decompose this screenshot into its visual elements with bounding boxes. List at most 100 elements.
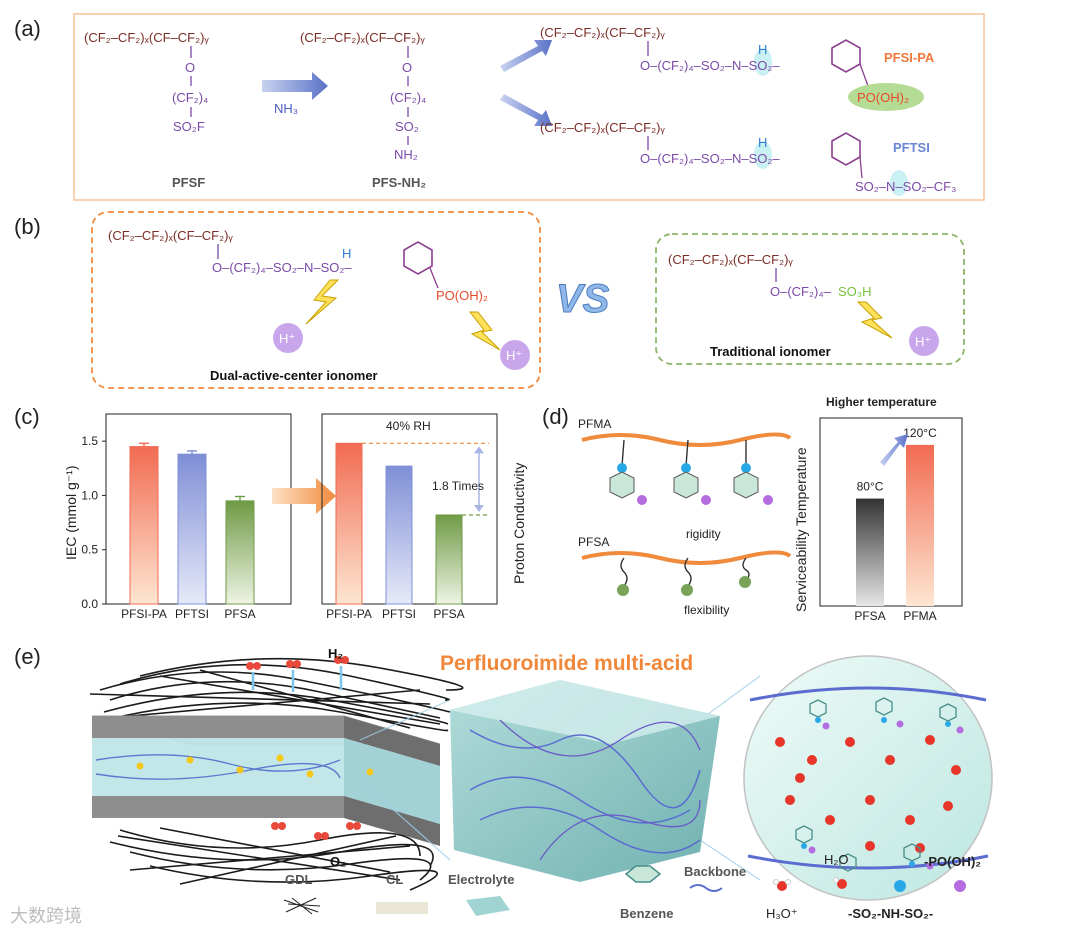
pfsipa-sidechain: O–(CF₂)₄–SO₂–N–SO₂– bbox=[640, 58, 780, 73]
pfsipa-backbone: (CF₂–CF₂)ₓ(CF–CF₂)ᵧ bbox=[540, 25, 665, 40]
dual-pa: PO(OH)₂ bbox=[436, 288, 488, 303]
panel-c-label: (c) bbox=[14, 404, 40, 429]
o2-inlet bbox=[271, 822, 361, 840]
temperature-chart: 80°C PFSA 120°C PFMA bbox=[819, 417, 963, 623]
pfma-chain-diagram: PFMA rigidity bbox=[578, 417, 792, 541]
times-annotation: 1.8 Times bbox=[432, 479, 484, 493]
flexibility-label: flexibility bbox=[684, 603, 729, 617]
pfsnh2-structure: (CF₂–CF₂)ₓ(CF–CF₂)ᵧ O (CF₂)₄ SO₂ NH₂ PFS… bbox=[300, 30, 426, 190]
legend-h3o: H₃O⁺ bbox=[766, 906, 798, 921]
pfsf-name: PFSF bbox=[172, 175, 205, 190]
legend-gdl: GDL bbox=[285, 872, 313, 887]
pfsf-side-so2f: SO₂F bbox=[173, 119, 205, 134]
temperature-value-label: 80°C bbox=[857, 480, 884, 494]
branch-arrow-up bbox=[500, 40, 552, 72]
legend-h2o-icon bbox=[833, 877, 847, 889]
watermark: 大数跨境 bbox=[10, 906, 82, 927]
pfma-backbone bbox=[581, 432, 792, 447]
dual-benzene bbox=[403, 241, 433, 275]
compare-arrow bbox=[272, 478, 336, 514]
conductivity-category-label: PFSA bbox=[433, 607, 464, 621]
conductivity-bar bbox=[335, 442, 363, 605]
legend-benzene: Benzene bbox=[620, 906, 673, 921]
proton-label-3: H⁺ bbox=[915, 334, 931, 349]
legend-backbone-swatch bbox=[689, 884, 723, 892]
legend-electrolyte-swatch bbox=[466, 896, 510, 916]
pfsf-structure: (CF₂–CF₂)ₓ(CF–CF₂)ᵧ O (CF₂)₄ SO₂F PFSF bbox=[84, 30, 209, 190]
electrolyte-block bbox=[450, 680, 720, 882]
legend: GDL CL Electrolyte Benzene Backbone H₂O … bbox=[283, 852, 981, 921]
pfsipa-pa: PO(OH)₂ bbox=[857, 90, 909, 105]
legend-electrolyte: Electrolyte bbox=[448, 872, 514, 887]
molecular-zoom-view bbox=[743, 655, 993, 901]
iec-chart: 0.0 0.5 1.0 1.5 PFSI-PA PFTSI PFSA bbox=[81, 413, 292, 621]
iec-bar bbox=[225, 500, 255, 605]
h2-label: H₂ bbox=[328, 646, 343, 661]
legend-cl: CL bbox=[386, 872, 403, 887]
conductivity-bar bbox=[435, 514, 463, 605]
pfsa-chain-diagram: PFSA flexibility bbox=[578, 535, 792, 617]
pftsi-name: PFTSI bbox=[893, 140, 930, 155]
nh3-arrow bbox=[262, 72, 328, 100]
iec-ytick-label: 0.5 bbox=[81, 543, 98, 557]
membrane-electrode-stack bbox=[91, 715, 441, 846]
conductivity-title: 40% RH bbox=[386, 419, 431, 433]
panel-b-label: (b) bbox=[14, 214, 41, 239]
conductivity-bar bbox=[385, 465, 413, 605]
temp-ylabel: Serviceability Temperature bbox=[793, 447, 809, 612]
legend-h3o-icon bbox=[773, 879, 791, 891]
dual-sidechain: O–(CF₂)₄–SO₂–N–SO₂– bbox=[212, 260, 352, 275]
legend-cl-swatch bbox=[376, 902, 428, 914]
temperature-bar bbox=[906, 444, 934, 606]
conductivity-ylabel: Proton Conductivity bbox=[511, 463, 527, 584]
pfsa-chain-label: PFSA bbox=[578, 535, 609, 549]
temperature-category-label: PFMA bbox=[903, 609, 936, 623]
panel-e-title: Perfluoroimide multi-acid bbox=[440, 652, 693, 675]
bottom-gdl-fibers bbox=[109, 827, 438, 891]
pfsipa-nh-h: H bbox=[758, 42, 767, 57]
benzene-ring-2 bbox=[831, 132, 861, 166]
legend-h2o: H₂O bbox=[824, 852, 849, 867]
iec-category-label: PFTSI bbox=[175, 607, 209, 621]
conductivity-category-label: PFSI-PA bbox=[326, 607, 372, 621]
temp-rise-arrow bbox=[880, 434, 908, 466]
proton-label-2: H⁺ bbox=[506, 348, 522, 363]
o2-label: O₂ bbox=[330, 854, 346, 869]
pfsnh2-backbone: (CF₂–CF₂)ₓ(CF–CF₂)ᵧ bbox=[300, 30, 425, 45]
panel-a-label: (a) bbox=[14, 16, 41, 41]
iec-bar bbox=[177, 453, 207, 605]
pftsi-sidechain: O–(CF₂)₄–SO₂–N–SO₂– bbox=[640, 151, 780, 166]
pfma-pendant-2 bbox=[673, 439, 711, 505]
panel-e-label: (e) bbox=[14, 644, 41, 669]
iec-category-label: PFSI-PA bbox=[121, 607, 167, 621]
pa-highlight bbox=[848, 83, 924, 111]
rigidity-label: rigidity bbox=[686, 527, 721, 541]
panel-d-label: (d) bbox=[542, 404, 569, 429]
lightning-icon bbox=[305, 279, 340, 325]
traditional-ionomer-label: Traditional ionomer bbox=[710, 344, 831, 359]
proton-sphere bbox=[273, 323, 303, 353]
pfsnh2-side-nh2: NH₂ bbox=[394, 147, 418, 162]
iec-bar bbox=[129, 446, 159, 605]
pfma-label: PFMA bbox=[578, 417, 611, 431]
pfsipa-name: PFSI-PA bbox=[884, 50, 935, 65]
branch-arrow-down bbox=[500, 94, 552, 126]
pfsnh2-name: PFS-NH₂ bbox=[372, 175, 426, 190]
legend-po: -PO(OH)₂ bbox=[924, 854, 981, 869]
pftsi-backbone: (CF₂–CF₂)ₓ(CF–CF₂)ᵧ bbox=[540, 120, 665, 135]
legend-sns-icon bbox=[894, 880, 906, 892]
nh-highlight bbox=[754, 48, 772, 76]
iec-ylabel: IEC (mmol g⁻¹) bbox=[63, 466, 79, 561]
trad-sidechain: O–(CF₂)₄– bbox=[770, 284, 832, 299]
nh-highlight-2 bbox=[754, 141, 772, 169]
proton-sphere-2 bbox=[500, 340, 530, 370]
iec-ytick-label: 1.0 bbox=[81, 488, 98, 502]
pfsa-backbone bbox=[581, 550, 792, 565]
dual-nh-h: H bbox=[342, 246, 351, 261]
pfsipa-structure: (CF₂–CF₂)ₓ(CF–CF₂)ᵧ H O–(CF₂)₄–SO₂–N–SO₂… bbox=[540, 25, 935, 111]
temp-chart-title: Higher temperature bbox=[826, 395, 937, 409]
pfsf-backbone: (CF₂–CF₂)ₓ(CF–CF₂)ᵧ bbox=[84, 30, 209, 45]
conductivity-chart: PFSI-PA PFTSI PFSA bbox=[321, 413, 498, 621]
legend-gdl-swatch bbox=[283, 897, 321, 915]
